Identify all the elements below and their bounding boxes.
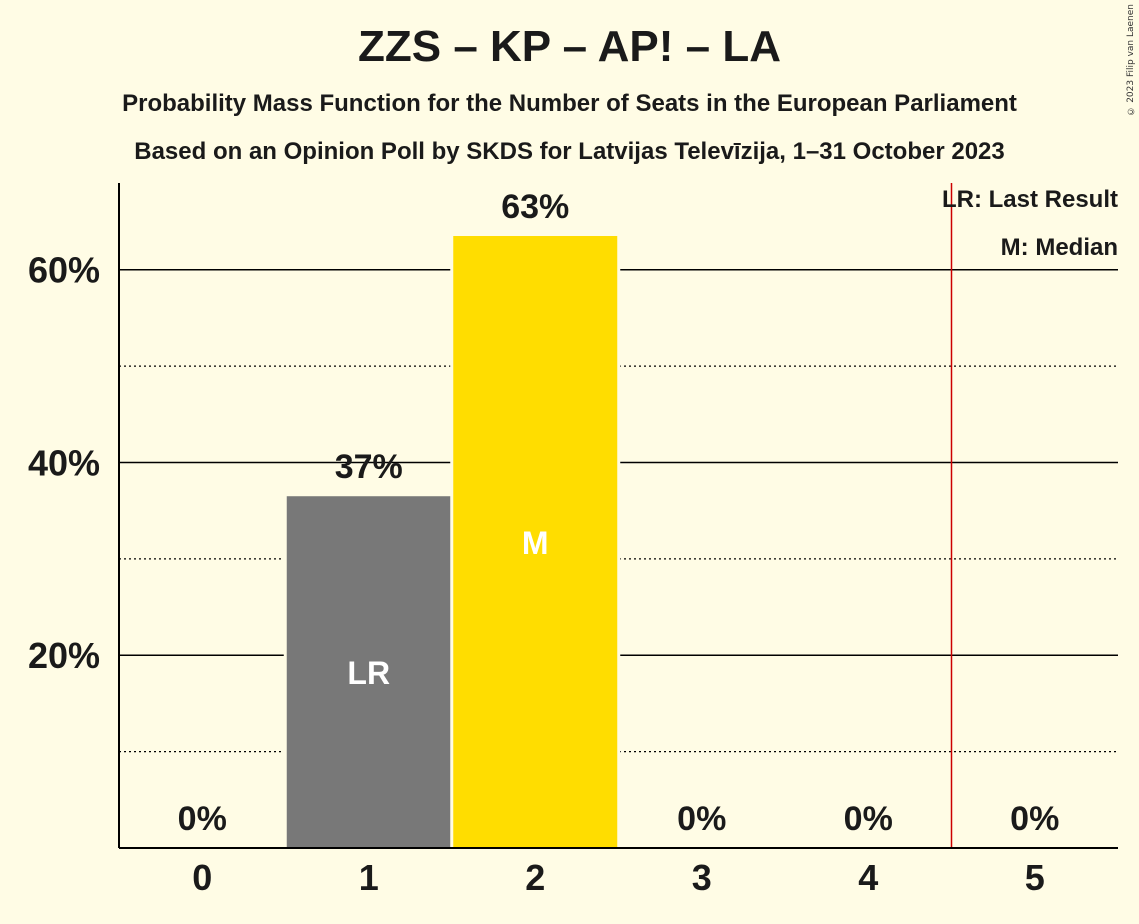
y-tick-label: 40% <box>28 442 100 483</box>
bar-value-label: 0% <box>677 800 726 838</box>
x-tick-label: 0 <box>192 857 212 898</box>
copyright-notice: © 2023 Filip van Laenen <box>1126 4 1136 116</box>
y-tick-label: 20% <box>28 635 100 676</box>
bar-2 <box>453 236 618 848</box>
x-tick-label: 5 <box>1025 857 1045 898</box>
bar-value-label: 0% <box>844 800 893 838</box>
chart-source-line: Based on an Opinion Poll by SKDS for Lat… <box>134 138 1005 165</box>
y-tick-label: 60% <box>28 250 100 291</box>
x-tick-label: 1 <box>359 857 379 898</box>
x-tick-label: 4 <box>858 857 878 898</box>
legend-median: M: Median <box>1000 234 1118 261</box>
bar-value-label: 37% <box>335 448 403 486</box>
bar-value-label: 0% <box>178 800 227 838</box>
chart-subtitle: Probability Mass Function for the Number… <box>122 90 1017 117</box>
bar-value-label: 63% <box>501 188 569 226</box>
x-tick-label: 3 <box>692 857 712 898</box>
bar-mark-lr: LR <box>347 655 390 691</box>
chart-title: ZZS – KP – AP! – LA <box>358 22 781 71</box>
bar-1 <box>286 496 451 848</box>
legend-last-result: LR: Last Result <box>941 186 1118 213</box>
x-tick-label: 2 <box>525 857 545 898</box>
bar-mark-m: M <box>522 525 549 561</box>
bar-value-label: 0% <box>1010 800 1059 838</box>
